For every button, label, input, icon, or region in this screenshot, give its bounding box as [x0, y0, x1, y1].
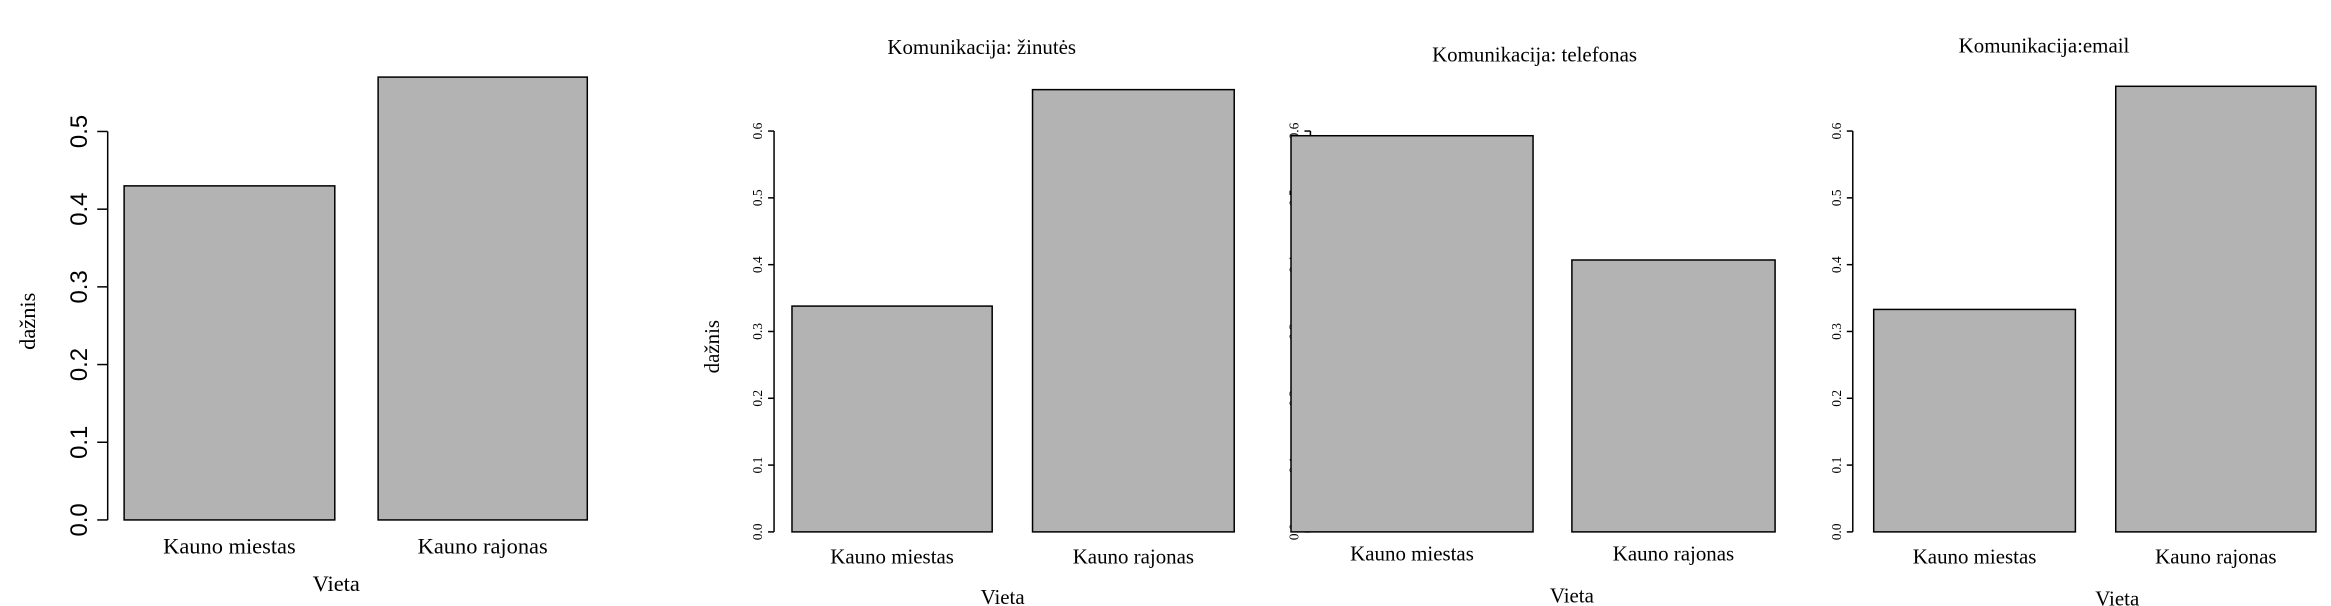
y-tick-label: 0.1	[1829, 457, 1844, 474]
x-tick-label: Kauno miestas	[1913, 545, 2037, 569]
bar	[1872, 308, 2077, 533]
bar	[1290, 134, 1534, 533]
y-tick-label: 0.6	[750, 122, 765, 139]
bar	[1031, 88, 1235, 533]
y-tick-label: 0.3	[66, 270, 93, 303]
y-tick-label: 0.0	[66, 503, 93, 536]
y-tick-label: 0.6	[1829, 122, 1844, 139]
chart-title: Komunikacija: telefonas	[1432, 43, 1637, 67]
y-tick-label: 0.0	[1829, 523, 1844, 540]
x-tick-label: Kauno miestas	[1350, 542, 1474, 566]
x-tick-label: Kauno rajonas	[1613, 542, 1734, 566]
x-tick-label: Kauno rajonas	[2155, 545, 2276, 569]
x-tick-label: Kauno rajonas	[1073, 545, 1194, 569]
y-tick-label: 0.5	[1829, 189, 1844, 206]
bar	[377, 76, 589, 521]
y-tick-label: 0.5	[66, 115, 93, 148]
x-axis-label: Vieta	[313, 571, 360, 596]
chart-title: Komunikacija: žinutės	[887, 35, 1076, 59]
bar	[791, 305, 993, 533]
y-axis-label: dažnis	[15, 293, 40, 350]
bar	[123, 185, 336, 521]
x-axis-label: Vieta	[981, 585, 1025, 606]
y-tick-label: 0.3	[1829, 323, 1844, 340]
bar	[2114, 85, 2317, 533]
y-tick-label: 0.1	[750, 457, 765, 474]
x-tick-label: Kauno miestas	[163, 533, 296, 558]
y-tick-label: 0.1	[66, 426, 93, 459]
y-tick-label: 0.0	[750, 523, 765, 540]
y-axis-label: dažnis	[700, 320, 724, 373]
y-tick-label: 0.4	[750, 256, 765, 273]
chart-title: Komunikacija:email	[1959, 34, 2130, 58]
x-axis-label: Vieta	[1550, 583, 1594, 606]
bar	[1571, 259, 1776, 533]
y-tick-label: 0.2	[1829, 390, 1844, 407]
y-tick-label: 0.3	[750, 323, 765, 340]
x-axis-label: Vieta	[2095, 586, 2139, 606]
y-tick-label: 0.4	[1829, 256, 1844, 273]
x-tick-label: Kauno rajonas	[418, 533, 548, 558]
y-tick-label: 0.2	[66, 348, 93, 381]
y-tick-label: 0.2	[750, 390, 765, 407]
y-tick-label: 0.5	[750, 189, 765, 206]
x-tick-label: Kauno miestas	[830, 545, 954, 569]
y-tick-label: 0.4	[66, 193, 93, 226]
